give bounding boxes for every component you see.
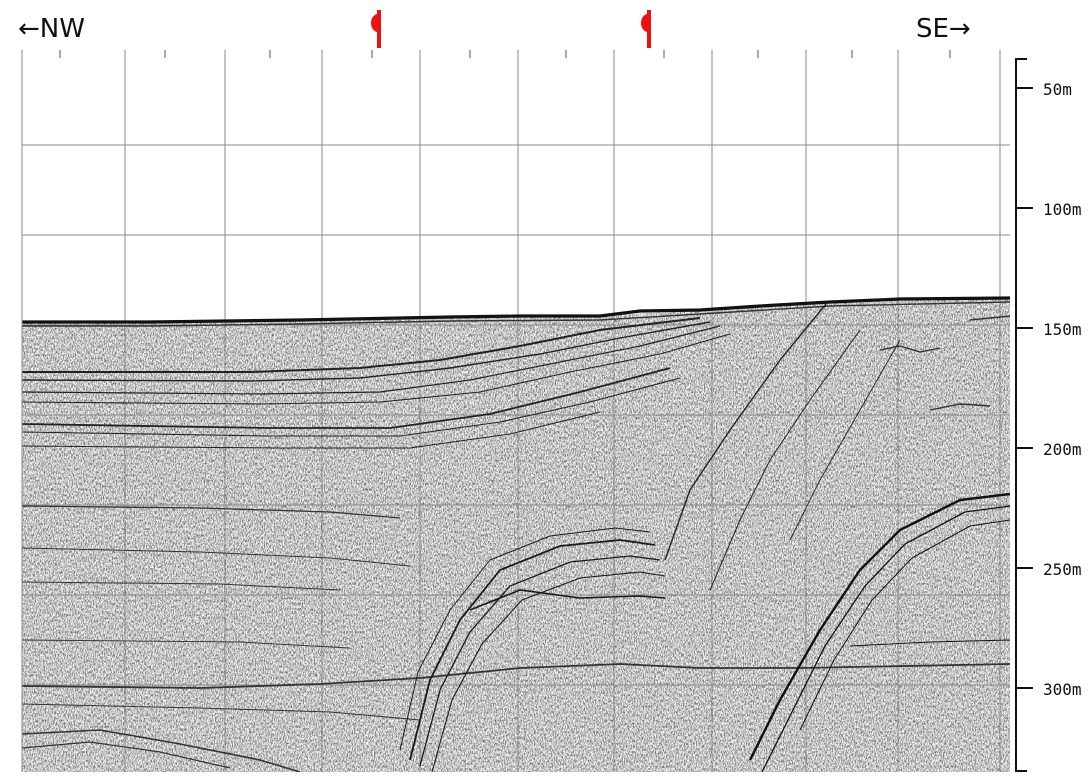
right-upper-reflectors — [879, 315, 1010, 411]
sediment-texture — [22, 298, 1010, 772]
grid-lines — [22, 50, 1010, 772]
depth-tick — [1015, 87, 1033, 89]
fault-zone-reflectors — [664, 303, 901, 591]
direction-label-southeast: SE→ — [916, 14, 971, 44]
depth-tick — [1015, 567, 1033, 569]
right-uplift-reflectors — [748, 492, 1010, 772]
seafloor-reflector — [22, 296, 1010, 324]
depth-label-250m: 250m — [1043, 560, 1082, 579]
upper-reflectors — [22, 317, 731, 449]
centerline-marker-icon — [641, 10, 651, 48]
depth-tick — [1015, 327, 1033, 329]
depth-label-300m: 300m — [1043, 680, 1082, 699]
depth-label-100m: 100m — [1043, 200, 1082, 219]
depth-scale-axis — [1015, 58, 1017, 772]
top-ticks — [59, 50, 951, 58]
depth-tick — [1015, 447, 1033, 449]
depth-label-200m: 200m — [1043, 440, 1082, 459]
depth-scale-cap-bottom — [1017, 770, 1027, 772]
depth-tick — [1015, 687, 1033, 689]
depth-tick — [1015, 207, 1033, 209]
direction-label-northwest: ←NW — [18, 14, 85, 44]
folded-reflectors — [399, 527, 666, 772]
depth-label-50m: 50m — [1043, 80, 1072, 99]
centerline-marker-icon — [371, 10, 381, 48]
depth-scale-cap-top — [1017, 58, 1027, 60]
lower-reflectors — [22, 505, 1010, 772]
depth-label-150m: 150m — [1043, 320, 1082, 339]
